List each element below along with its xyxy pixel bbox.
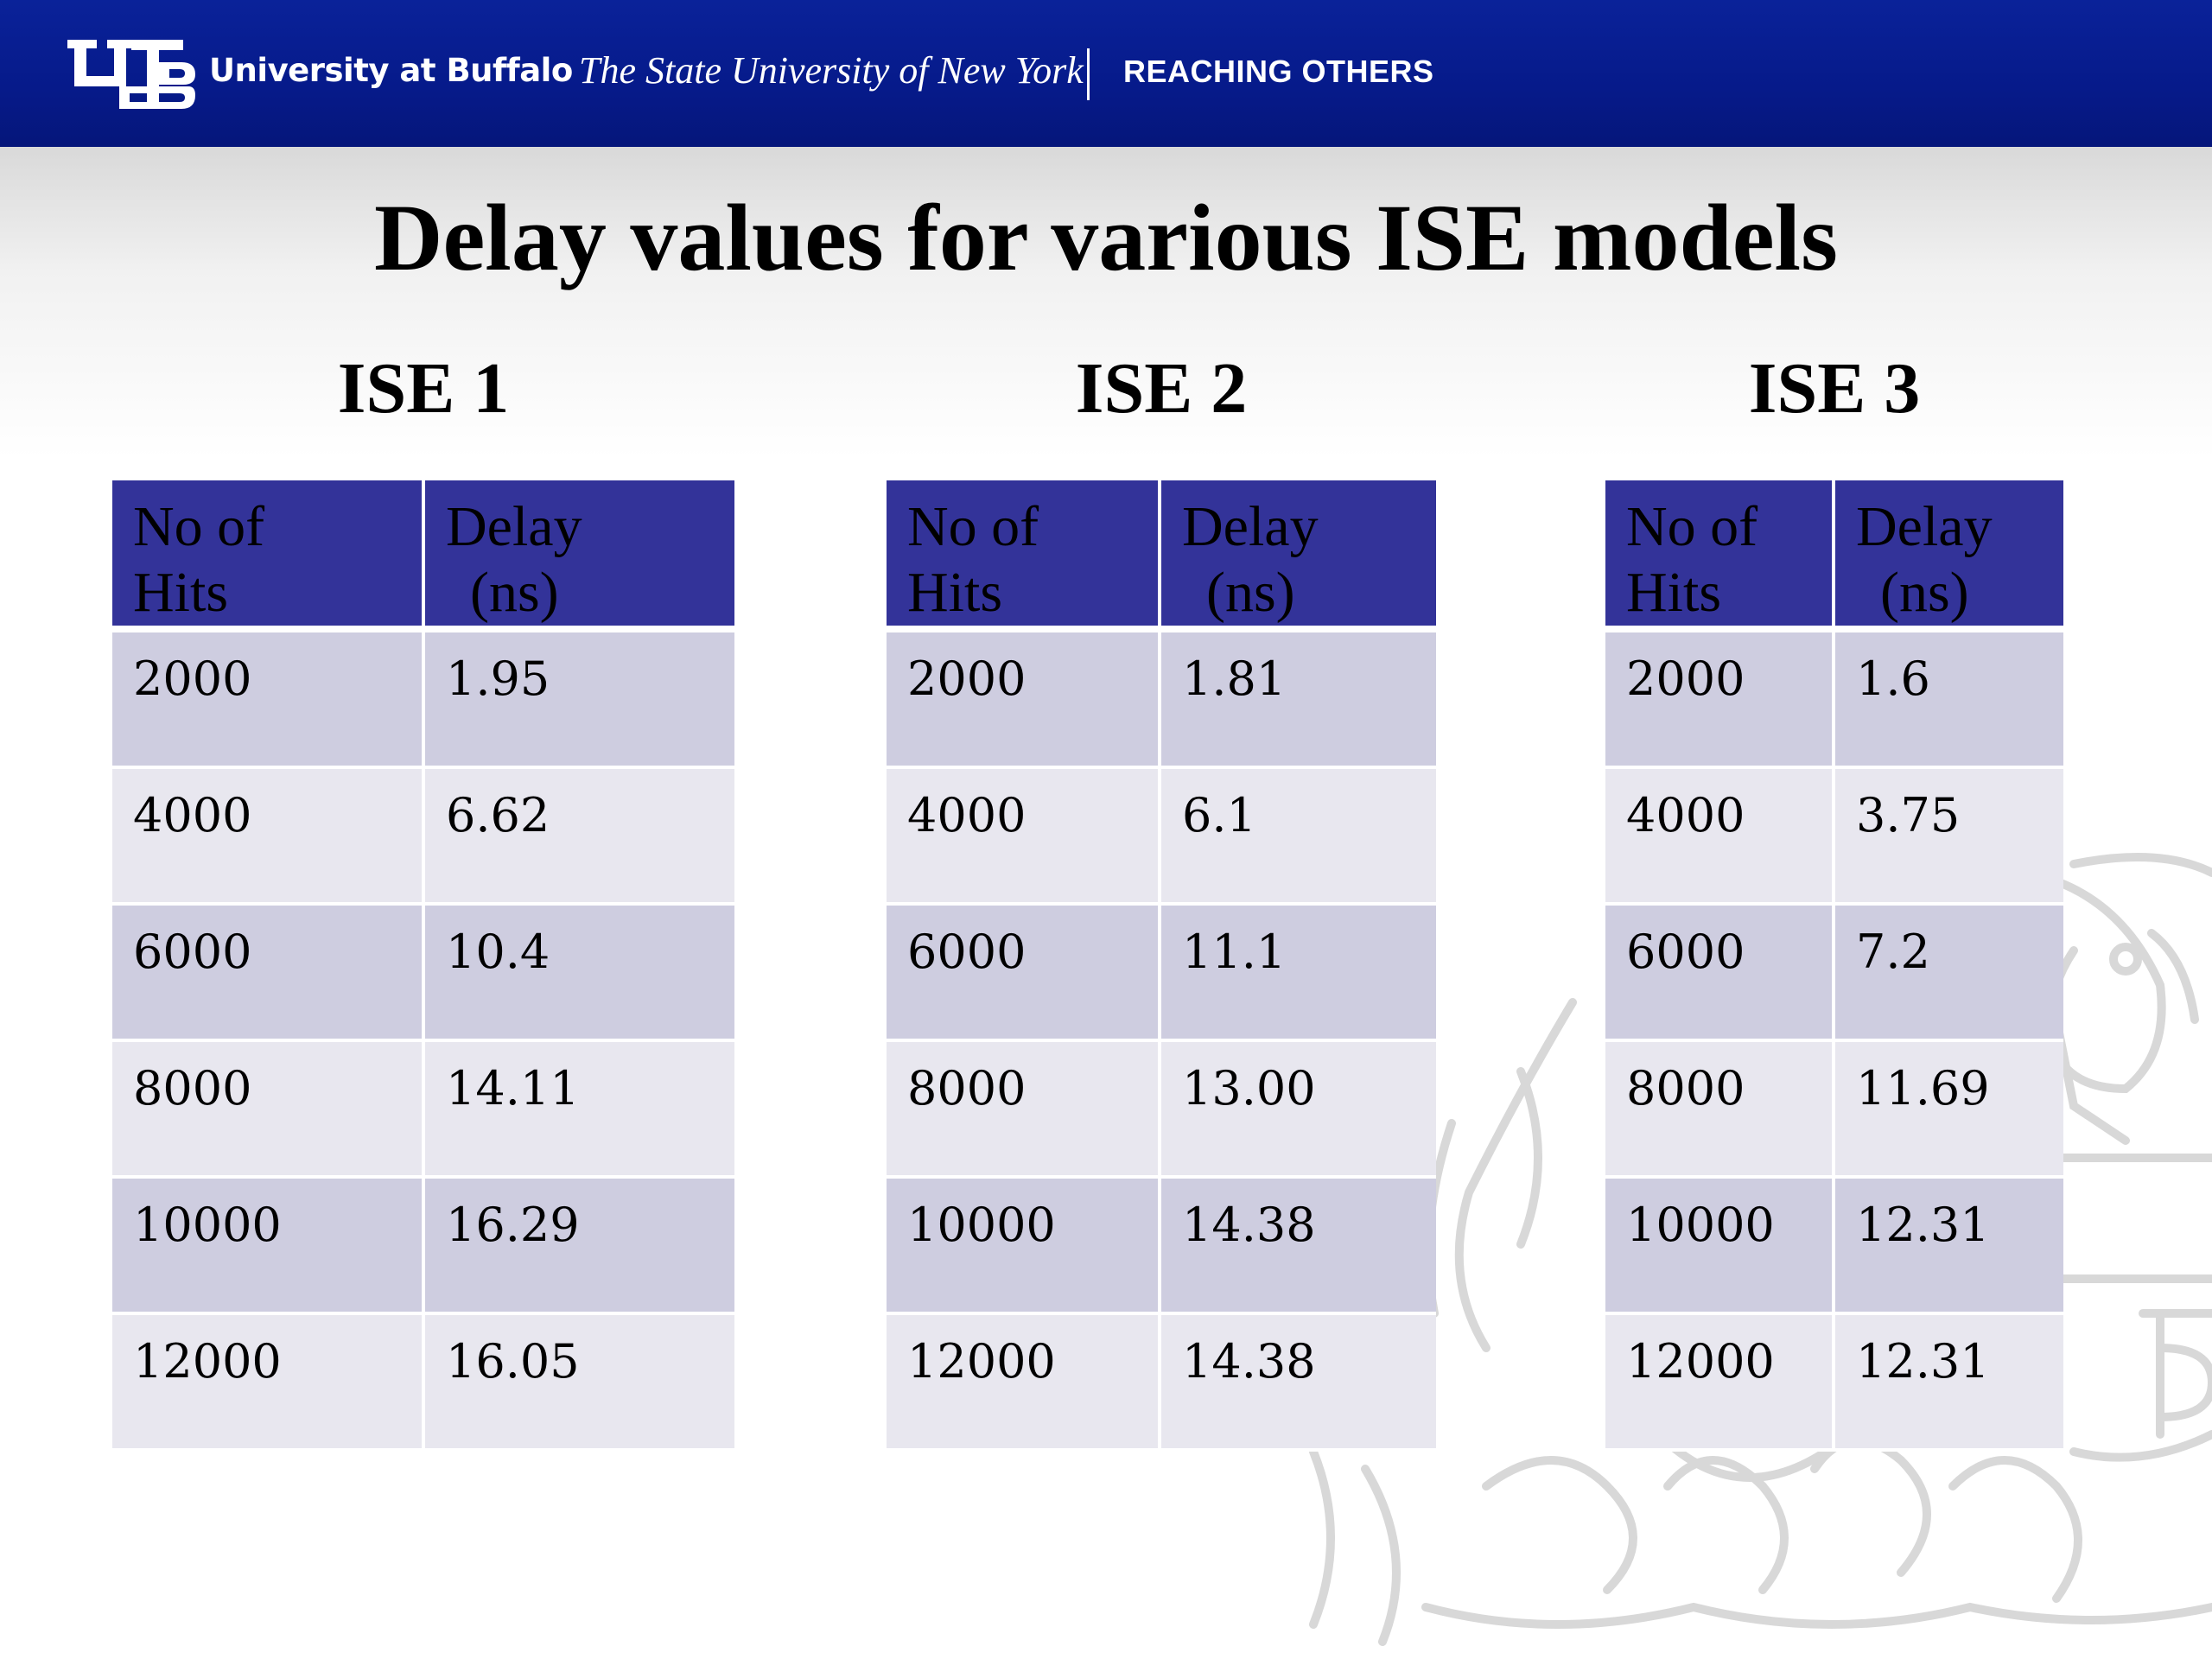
header-fade (0, 147, 2212, 458)
table-row: 2000 1.6 (1605, 632, 2063, 769)
column-header-delay: Delay (ns) (1161, 480, 1436, 632)
ise-1-heading: ISE 1 (337, 348, 510, 429)
column-header-line: Delay (446, 495, 582, 558)
delay-cell: 14.38 (1161, 1179, 1436, 1315)
delay-cell: 7.2 (1835, 906, 2063, 1042)
hits-cell: 8000 (887, 1042, 1161, 1179)
hits-cell: 2000 (1605, 632, 1835, 769)
delay-cell: 13.00 (1161, 1042, 1436, 1179)
column-header-hits: No of Hits (1605, 480, 1835, 632)
table-row: 2000 1.81 (887, 632, 1436, 769)
delay-cell: 1.95 (425, 632, 734, 769)
ise-2-heading: ISE 2 (1075, 348, 1248, 429)
delay-cell: 16.05 (425, 1315, 734, 1452)
ise-3-table: No of Hits Delay (ns) 2000 1.6 4000 3.75 6… (1605, 480, 2063, 1452)
table-row: 2000 1.95 (112, 632, 734, 769)
column-header-delay: Delay (ns) (425, 480, 734, 632)
table-row: 12000 14.38 (887, 1315, 1436, 1452)
table-row: 8000 11.69 (1605, 1042, 2063, 1179)
hits-cell: 2000 (112, 632, 425, 769)
hits-cell: 4000 (112, 769, 425, 906)
table-row: 10000 16.29 (112, 1179, 734, 1315)
hits-cell: 4000 (887, 769, 1161, 906)
hits-cell: 8000 (1605, 1042, 1835, 1179)
tagline: REACHING OTHERS (1123, 54, 1434, 89)
table-row: 6000 7.2 (1605, 906, 2063, 1042)
table-header-row: No of Hits Delay (ns) (112, 480, 734, 632)
table-row: 10000 12.31 (1605, 1179, 2063, 1315)
table-row: 4000 6.62 (112, 769, 734, 906)
table-header-row: No of Hits Delay (ns) (887, 480, 1436, 632)
table-row: 4000 3.75 (1605, 769, 2063, 906)
university-name: University at Buffalo (209, 52, 573, 89)
ise-3-heading: ISE 3 (1748, 348, 1921, 429)
hits-cell: 10000 (887, 1179, 1161, 1315)
column-header-line: No of (133, 495, 265, 558)
delay-cell: 6.62 (425, 769, 734, 906)
column-header-line: (ns) (470, 561, 559, 624)
delay-cell: 11.1 (1161, 906, 1436, 1042)
hits-cell: 6000 (112, 906, 425, 1042)
hits-cell: 10000 (1605, 1179, 1835, 1315)
table-row: 8000 13.00 (887, 1042, 1436, 1179)
delay-cell: 14.38 (1161, 1315, 1436, 1452)
hits-cell: 4000 (1605, 769, 1835, 906)
column-header-line: Delay (1856, 495, 1993, 558)
delay-cell: 11.69 (1835, 1042, 2063, 1179)
header-banner: University at Buffalo The State Universi… (0, 0, 2212, 147)
banner-divider (1087, 48, 1090, 100)
delay-cell: 12.31 (1835, 1315, 2063, 1452)
hits-cell: 12000 (887, 1315, 1161, 1452)
delay-cell: 16.29 (425, 1179, 734, 1315)
ise-1-table: No of Hits Delay (ns) 2000 1.95 4000 6.62 … (112, 480, 734, 1452)
column-header-line: (ns) (1206, 561, 1295, 624)
delay-cell: 6.1 (1161, 769, 1436, 906)
column-header-line: Hits (133, 561, 229, 624)
table-row: 6000 11.1 (887, 906, 1436, 1042)
table-row: 10000 14.38 (887, 1179, 1436, 1315)
column-header-line: No of (907, 495, 1039, 558)
hits-cell: 2000 (887, 632, 1161, 769)
delay-cell: 10.4 (425, 906, 734, 1042)
slide-title: Delay values for various ISE models (374, 185, 1838, 290)
column-header-line: Hits (907, 561, 1003, 624)
table-header-row: No of Hits Delay (ns) (1605, 480, 2063, 632)
delay-cell: 1.6 (1835, 632, 2063, 769)
column-header-delay: Delay (ns) (1835, 480, 2063, 632)
hits-cell: 6000 (887, 906, 1161, 1042)
ub-logo-icon (67, 40, 195, 109)
delay-cell: 1.81 (1161, 632, 1436, 769)
table-row: 6000 10.4 (112, 906, 734, 1042)
hits-cell: 6000 (1605, 906, 1835, 1042)
delay-cell: 12.31 (1835, 1179, 2063, 1315)
delay-cell: 14.11 (425, 1042, 734, 1179)
column-header-line: Hits (1626, 561, 1722, 624)
hits-cell: 10000 (112, 1179, 425, 1315)
column-header-hits: No of Hits (112, 480, 425, 632)
hits-cell: 12000 (1605, 1315, 1835, 1452)
system-name: The State University of New York (579, 49, 1084, 92)
table-row: 12000 16.05 (112, 1315, 734, 1452)
delay-cell: 3.75 (1835, 769, 2063, 906)
hits-cell: 12000 (112, 1315, 425, 1452)
hits-cell: 8000 (112, 1042, 425, 1179)
table-row: 8000 14.11 (112, 1042, 734, 1179)
column-header-hits: No of Hits (887, 480, 1161, 632)
ise-2-table: No of Hits Delay (ns) 2000 1.81 4000 6.1 6… (887, 480, 1436, 1452)
column-header-line: Delay (1182, 495, 1319, 558)
column-header-line: No of (1626, 495, 1758, 558)
table-row: 4000 6.1 (887, 769, 1436, 906)
column-header-line: (ns) (1880, 561, 1969, 624)
table-row: 12000 12.31 (1605, 1315, 2063, 1452)
